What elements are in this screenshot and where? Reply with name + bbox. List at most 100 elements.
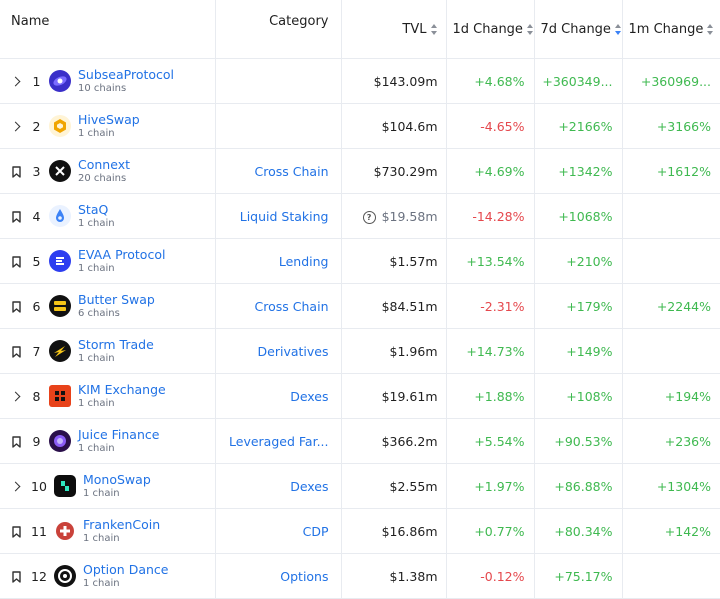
bookmark-icon[interactable]	[10, 165, 22, 178]
name-cell: 12 Option Dance 1 chain	[0, 553, 216, 599]
protocol-name-link[interactable]: HiveSwap	[78, 111, 140, 127]
bookmark-icon[interactable]	[10, 345, 22, 358]
chevron-right-icon[interactable]	[10, 391, 22, 401]
protocol-name-link[interactable]: SubseaProtocol	[78, 66, 175, 82]
table-row[interactable]: 5 EVAA Protocol 1 chain Lending $1.57m +13.54…	[0, 238, 720, 284]
column-header-7d-change[interactable]: 7d Change	[534, 0, 623, 59]
staq-logo-icon	[49, 205, 71, 227]
category-link[interactable]: Liquid Staking	[215, 193, 342, 239]
chevron-right-icon[interactable]	[10, 76, 22, 86]
change-1m-cell: +236%	[622, 418, 720, 464]
column-header-1d-change[interactable]: 1d Change	[446, 0, 535, 59]
bookmark-icon[interactable]	[10, 570, 22, 583]
name-cell: 8 KIM Exchange 1 chain	[0, 373, 216, 419]
protocol-name-link[interactable]: Connext	[78, 156, 130, 172]
column-header-1m-change[interactable]: 1m Change	[622, 0, 720, 59]
category-link[interactable]: Dexes	[215, 373, 342, 419]
table-row[interactable]: 12 Option Dance 1 chain Options $1.38m -0.12%…	[0, 553, 720, 599]
sort-icon	[430, 23, 438, 35]
name-cell: 5 EVAA Protocol 1 chain	[0, 238, 216, 284]
protocol-name-link[interactable]: Storm Trade	[78, 336, 154, 352]
tvl-value: $16.86m	[381, 523, 438, 539]
protocol-name-link[interactable]: Butter Swap	[78, 291, 155, 307]
chain-count: 1 chain	[83, 532, 120, 544]
change-7d-cell: +2166%	[534, 103, 623, 149]
table-row[interactable]: 3 Connext 20 chains Cross Chain $730.29m +4.6…	[0, 148, 720, 194]
change-1m-cell: +3166%	[622, 103, 720, 149]
column-header-1m-change-label: 1m Change	[628, 21, 704, 37]
chevron-right-icon[interactable]	[10, 121, 22, 131]
chain-count: 10 chains	[78, 82, 127, 94]
chevron-right-icon[interactable]	[10, 481, 22, 491]
category-link[interactable]: CDP	[215, 508, 342, 554]
chain-count: 1 chain	[83, 487, 120, 499]
change-7d-cell: +179%	[534, 283, 623, 329]
chain-count: 1 chain	[78, 262, 115, 274]
bookmark-icon[interactable]	[10, 300, 22, 313]
tvl-cell: $143.09m	[341, 58, 447, 104]
tvl-cell: $1.96m	[341, 328, 447, 374]
table-row[interactable]: 10 MonoSwap 1 chain Dexes $2.55m +1.97% +86.88…	[0, 463, 720, 509]
table-row[interactable]: 11 FrankenCoin 1 chain CDP $16.86m +0.77% +80.…	[0, 508, 720, 554]
table-row[interactable]: 7 Storm Trade 1 chain Derivatives $1.96m +14.…	[0, 328, 720, 374]
column-header-category[interactable]: Category	[215, 0, 342, 59]
tvl-cell: $16.86m	[341, 508, 447, 554]
sort-icon	[526, 23, 533, 35]
category-link[interactable]: Cross Chain	[215, 148, 342, 194]
name-cell: 9 Juice Finance 1 chain	[0, 418, 216, 464]
bookmark-icon[interactable]	[10, 525, 22, 538]
table-row[interactable]: 2 HiveSwap 1 chain $104.6m -4.65% +2166% +3166…	[0, 103, 720, 149]
protocol-name-link[interactable]: StaQ	[78, 201, 109, 217]
column-header-tvl[interactable]: TVL	[341, 0, 447, 59]
table-row[interactable]: 9 Juice Finance 1 chain Leveraged Far... $36…	[0, 418, 720, 464]
rank-number: 4	[32, 208, 41, 224]
tvl-cell: $366.2m	[341, 418, 447, 464]
tvl-value: $84.51m	[381, 298, 438, 314]
chain-count: 1 chain	[78, 352, 115, 364]
protocol-name-link[interactable]: FrankenCoin	[83, 516, 161, 532]
bookmark-icon[interactable]	[10, 255, 22, 268]
protocol-name-link[interactable]: Option Dance	[83, 561, 169, 577]
protocol-name-link[interactable]: KIM Exchange	[78, 381, 166, 397]
category-link[interactable]: Derivatives	[215, 328, 342, 374]
bookmark-icon[interactable]	[10, 435, 22, 448]
category-link[interactable]: Leveraged Far...	[215, 418, 342, 464]
protocol-name-link[interactable]: EVAA Protocol	[78, 246, 166, 262]
sort-active-icon	[614, 23, 621, 35]
column-header-tvl-label: TVL	[402, 21, 427, 37]
change-1d-cell: +14.73%	[446, 328, 535, 374]
category-link[interactable]: Cross Chain	[215, 283, 342, 329]
change-7d-cell: +90.53%	[534, 418, 623, 464]
change-1d-cell: +5.54%	[446, 418, 535, 464]
sort-icon	[707, 23, 714, 35]
column-header-7d-change-label: 7d Change	[540, 21, 611, 37]
tvl-value: $2.55m	[389, 478, 438, 494]
category-link[interactable]: Lending	[215, 238, 342, 284]
tvl-cell: $1.57m	[341, 238, 447, 284]
change-1m-cell	[622, 193, 720, 239]
question-circle-icon[interactable]: ?	[362, 210, 376, 224]
name-cell: 7 Storm Trade 1 chain	[0, 328, 216, 374]
category-link[interactable]: Dexes	[215, 463, 342, 509]
name-cell: 2 HiveSwap 1 chain	[0, 103, 216, 149]
butterswap-logo-icon	[49, 295, 71, 317]
chain-count: 1 chain	[83, 577, 120, 589]
change-1m-cell	[622, 238, 720, 284]
protocol-name-link[interactable]: MonoSwap	[83, 471, 151, 487]
protocol-name-link[interactable]: Juice Finance	[78, 426, 160, 442]
change-1d-cell: +1.97%	[446, 463, 535, 509]
category-link[interactable]	[215, 103, 342, 149]
chain-count: 1 chain	[78, 127, 115, 139]
bookmark-icon[interactable]	[10, 210, 22, 223]
table-row[interactable]: 1 SubseaProtocol 10 chains $143.09m +4.68% +3…	[0, 58, 720, 104]
column-header-1d-change-label: 1d Change	[452, 21, 523, 37]
table-row[interactable]: 4 StaQ 1 chain Liquid Staking? $19.58m -14.28…	[0, 193, 720, 239]
change-7d-cell: +108%	[534, 373, 623, 419]
category-link[interactable]	[215, 58, 342, 104]
table-row[interactable]: 8 KIM Exchange 1 chain Dexes $19.61m +1.88% +1…	[0, 373, 720, 419]
name-cell: 11 FrankenCoin 1 chain	[0, 508, 216, 554]
category-link[interactable]: Options	[215, 553, 342, 599]
column-header-name[interactable]: Name	[0, 0, 216, 59]
table-row[interactable]: 6 Butter Swap 6 chains Cross Chain $84.51m -2…	[0, 283, 720, 329]
